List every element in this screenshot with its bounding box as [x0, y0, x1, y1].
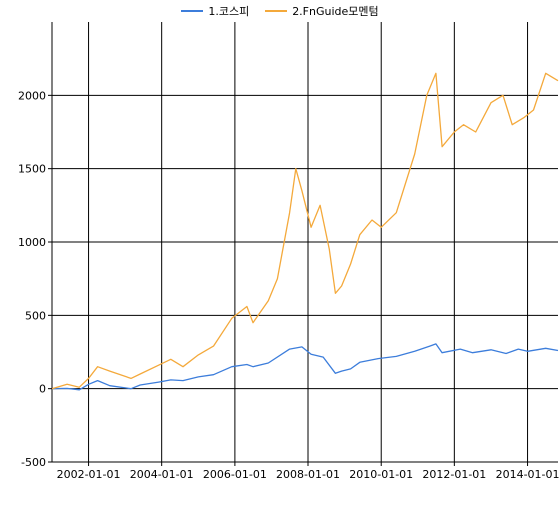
- y-tick-label: 1500: [18, 163, 46, 176]
- x-tick-label: 2010-01-01: [349, 468, 413, 481]
- legend-label: 2.FnGuide모멘텀: [292, 5, 379, 18]
- x-tick-label: 2004-01-01: [130, 468, 194, 481]
- x-tick-label: 2014-01-01: [496, 468, 560, 481]
- y-tick-label: -500: [21, 456, 46, 469]
- x-tick-label: 2002-01-01: [57, 468, 121, 481]
- legend-item-1: 1.코스피: [181, 3, 249, 19]
- x-tick-label: 2008-01-01: [276, 468, 340, 481]
- x-tick-label: 2012-01-01: [422, 468, 486, 481]
- y-tick-label: 2000: [18, 89, 46, 102]
- series-line-2: [51, 72, 559, 390]
- x-tick-label: 2006-01-01: [203, 468, 267, 481]
- y-tick-label: 1000: [18, 236, 46, 249]
- y-tick-label: 0: [39, 383, 46, 396]
- legend-swatch: [181, 10, 204, 12]
- series-line-1: [51, 343, 559, 391]
- y-tick-label: 500: [25, 309, 46, 322]
- legend-item-2: 2.FnGuide모멘텀: [265, 3, 379, 19]
- chart-legend: 1.코스피 2.FnGuide모멘텀: [0, 2, 560, 20]
- legend-label: 1.코스피: [208, 5, 250, 18]
- legend-swatch: [265, 10, 288, 12]
